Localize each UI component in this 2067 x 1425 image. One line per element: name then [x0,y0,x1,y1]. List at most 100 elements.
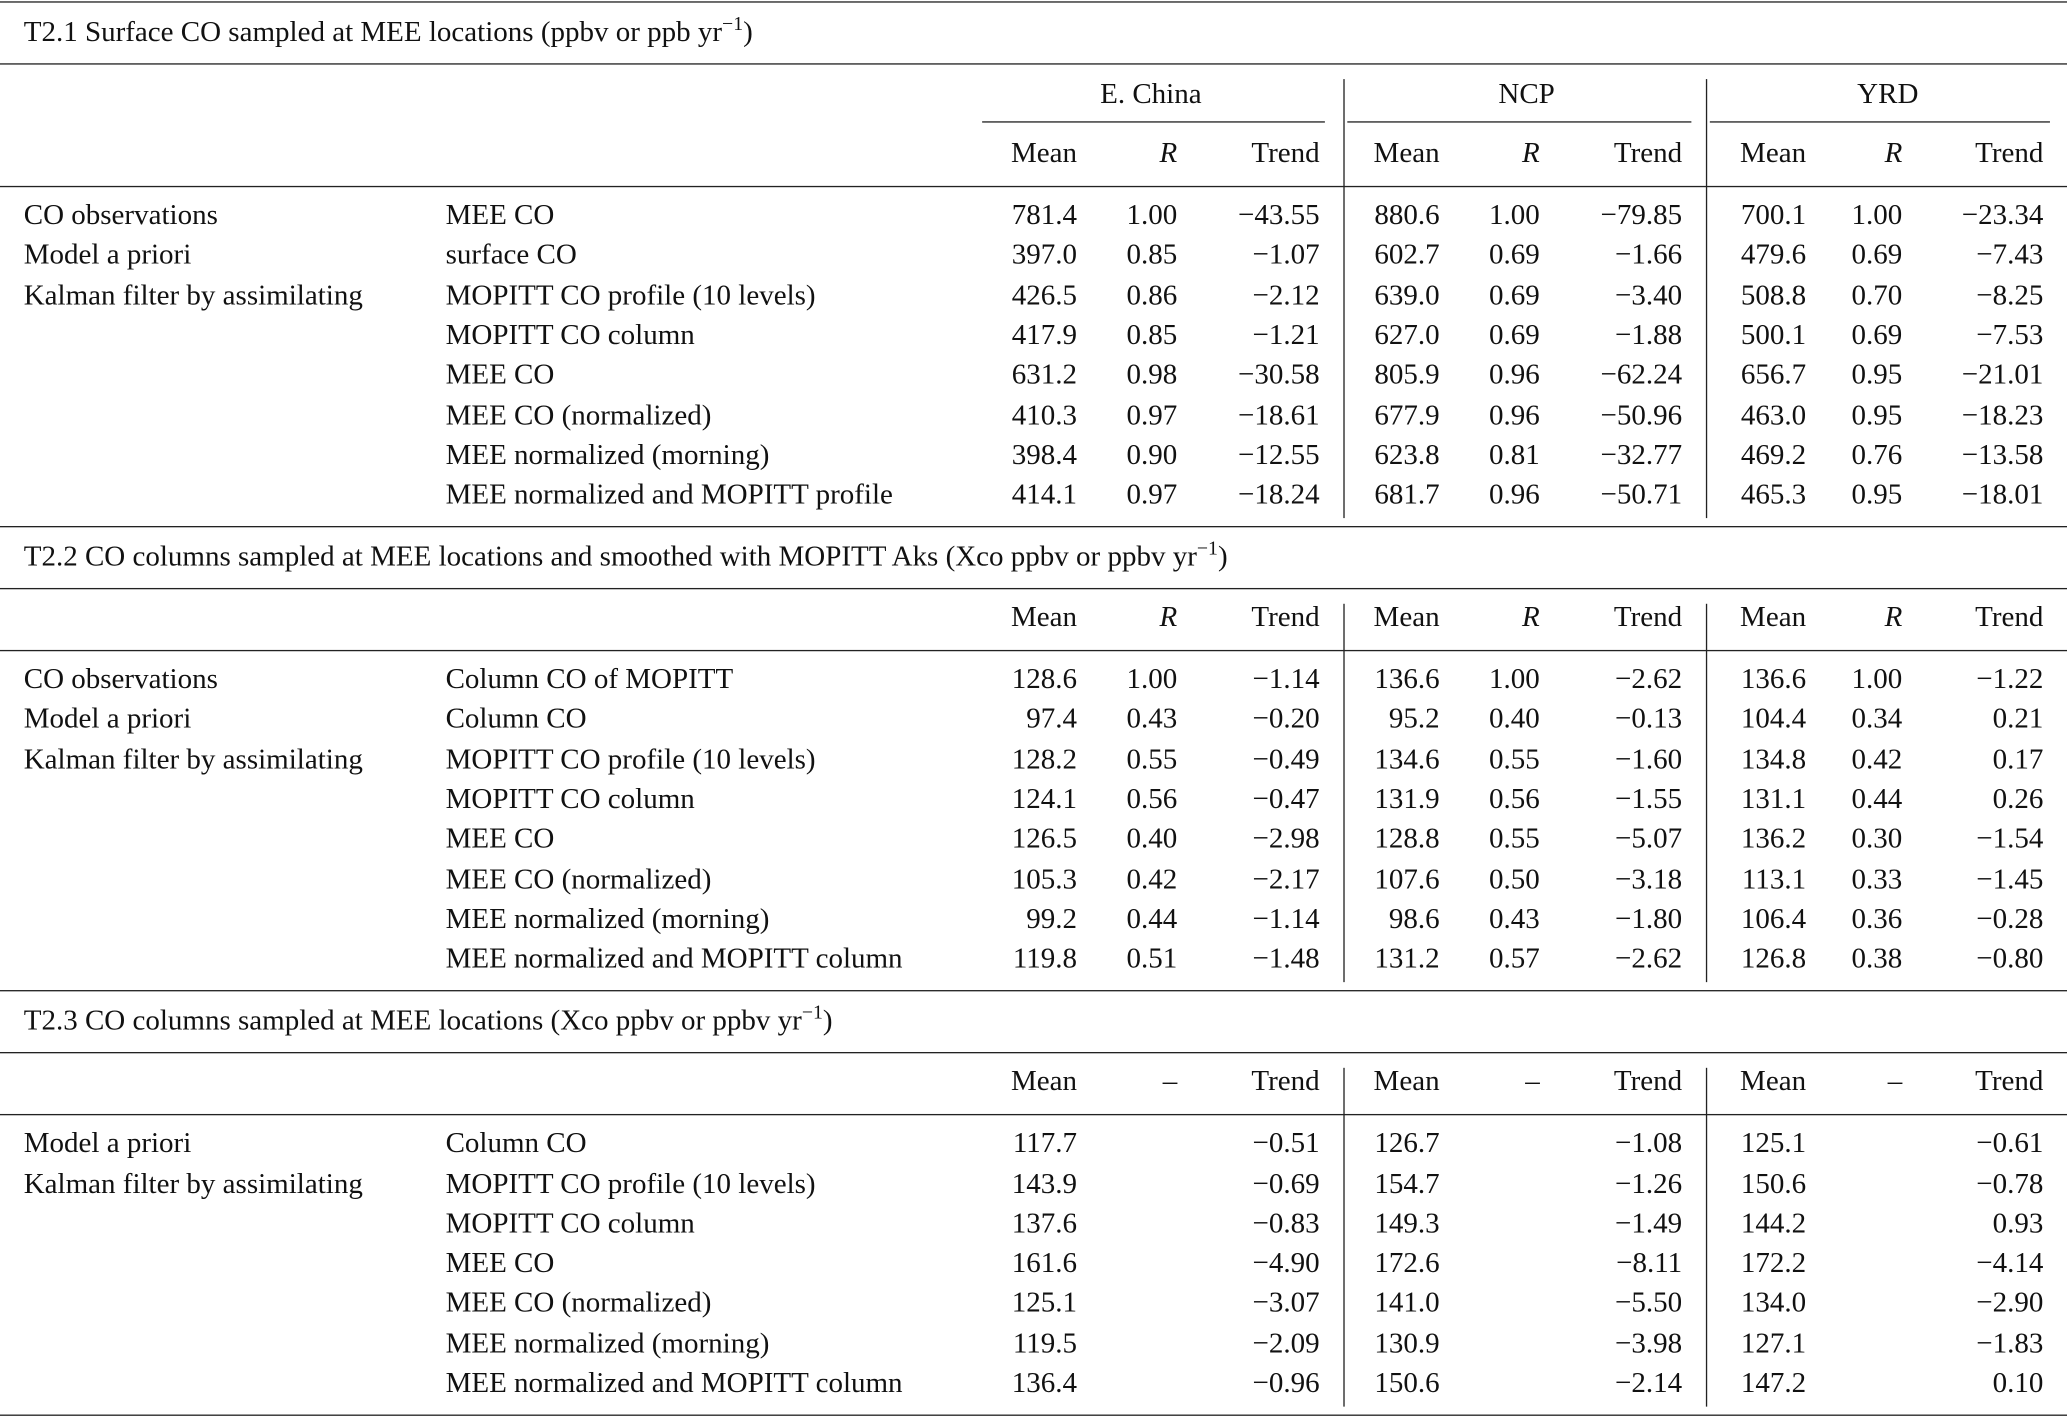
cell-value: 0.44 [1851,781,1903,815]
cell-value: −2.09 [1252,1325,1320,1359]
cell-value: 136.6 [1374,661,1440,695]
cell-value: 137.6 [1011,1205,1078,1239]
column-header: R [1522,599,1540,633]
cell-value: −1.45 [1976,861,2044,895]
cell-value: 0.55 [1489,821,1540,855]
cell-value: 0.56 [1126,781,1178,815]
cell-value: 0.44 [1126,901,1178,935]
column-header: Trend [1975,135,2044,169]
cell-value: 623.8 [1374,437,1440,471]
cell-value: 124.1 [1011,781,1078,815]
cell-value: −2.17 [1252,861,1320,895]
cell-value: 0.33 [1851,861,1903,895]
cell-value: −21.01 [1961,357,2044,391]
cell-value: 0.34 [1851,701,1903,735]
cell-value: −2.62 [1615,941,1683,975]
title-sup: −1 [722,14,744,36]
title-sup: −1 [1196,538,1218,560]
cell-value: 0.85 [1126,317,1178,351]
region-header: YRD [1857,76,1919,110]
row-group: Model a priori [23,1126,192,1160]
row-label: MOPITT CO profile (10 levels) [445,1166,816,1199]
column-header: Mean [1740,599,1807,633]
cell-value: 0.95 [1851,477,1903,511]
cell-value: 154.7 [1374,1166,1440,1199]
cell-value: −50.71 [1600,477,1683,511]
section-title: T2.1 Surface CO sampled at MEE locations… [24,15,753,49]
cell-value: 136.4 [1011,1365,1078,1399]
cell-value: 0.55 [1489,741,1540,775]
cell-value: −1.55 [1615,781,1683,815]
cell-value: 0.55 [1126,741,1178,775]
cell-value: 0.95 [1851,397,1903,431]
title-text: T2.1 Surface CO sampled at MEE locations… [23,14,723,48]
cell-value: −0.83 [1252,1205,1320,1239]
cell-value: −1.21 [1252,317,1320,351]
cell-value: −32.77 [1600,437,1683,471]
cell-value: 126.7 [1374,1126,1440,1160]
row-label: MEE normalized and MOPITT column [445,941,903,975]
row-label: MEE normalized (morning) [445,1325,770,1359]
cell-value: 1.00 [1851,197,1903,231]
row-group: Kalman filter by assimilating [23,277,363,311]
cell-value: 0.38 [1851,941,1903,975]
region-rule [1347,121,1692,123]
cell-value: 131.1 [1740,781,1807,815]
cell-value: 127.1 [1740,1325,1807,1359]
column-divider [1343,1068,1345,1407]
cell-value: −43.55 [1237,197,1320,231]
cell-value: 0.98 [1126,357,1178,391]
row-group: Kalman filter by assimilating [23,1166,363,1199]
cell-value: 149.3 [1374,1205,1440,1239]
cell-value: −1.48 [1252,941,1320,975]
cell-value: −50.96 [1600,397,1683,431]
cell-value: −1.88 [1615,317,1683,351]
row-label: Column CO [445,1126,587,1160]
cell-value: 0.85 [1126,237,1178,271]
cell-value: 97.4 [1026,701,1078,735]
cell-value: 98.6 [1388,901,1440,935]
cell-value: −18.23 [1961,397,2044,431]
cell-value: 119.5 [1012,1325,1078,1359]
cell-value: 126.8 [1740,941,1807,975]
cell-value: 0.69 [1489,277,1540,311]
cell-value: −18.01 [1961,477,2044,511]
cell-value: 681.7 [1374,477,1440,511]
cell-value: 0.69 [1489,317,1540,351]
cell-value: −79.85 [1600,197,1683,231]
cell-value: 397.0 [1011,237,1078,271]
cell-value: 150.6 [1740,1166,1807,1199]
cell-value: −0.13 [1615,701,1683,735]
row-label: MEE normalized (morning) [445,437,770,471]
cell-value: −0.69 [1252,1166,1320,1199]
row-label: MEE CO [445,1245,555,1279]
column-header: Trend [1613,135,1683,169]
column-header: R [1884,599,1903,633]
cell-value: 105.3 [1011,861,1078,895]
row-group: CO observations [23,661,218,695]
cell-value: 143.9 [1011,1166,1078,1199]
column-header: R [1159,599,1178,633]
column-header: Trend [1613,1064,1683,1098]
cell-value: −18.61 [1237,397,1320,431]
row-label: MEE normalized and MOPITT profile [445,477,893,511]
column-header: R [1522,135,1540,169]
cell-value: 426.5 [1011,277,1078,311]
row-group: Model a priori [23,701,192,735]
column-divider [1705,1068,1708,1407]
cell-value: 125.1 [1011,1285,1078,1319]
cell-value: 700.1 [1740,197,1807,231]
cell-value: 508.8 [1740,277,1807,311]
cell-value: −1.80 [1615,901,1683,935]
cell-value: 0.76 [1851,437,1903,471]
row-label: MOPITT CO profile (10 levels) [445,741,816,775]
cell-value: 0.96 [1489,397,1540,431]
cell-value: 0.70 [1851,277,1903,311]
cell-value: 134.0 [1740,1285,1807,1319]
cell-value: −0.80 [1976,941,2044,975]
row-group: Kalman filter by assimilating [23,741,363,775]
cell-value: −1.07 [1252,237,1320,271]
cell-value: 0.43 [1489,901,1540,935]
cell-value: 463.0 [1740,397,1807,431]
rule [0,1414,2067,1416]
